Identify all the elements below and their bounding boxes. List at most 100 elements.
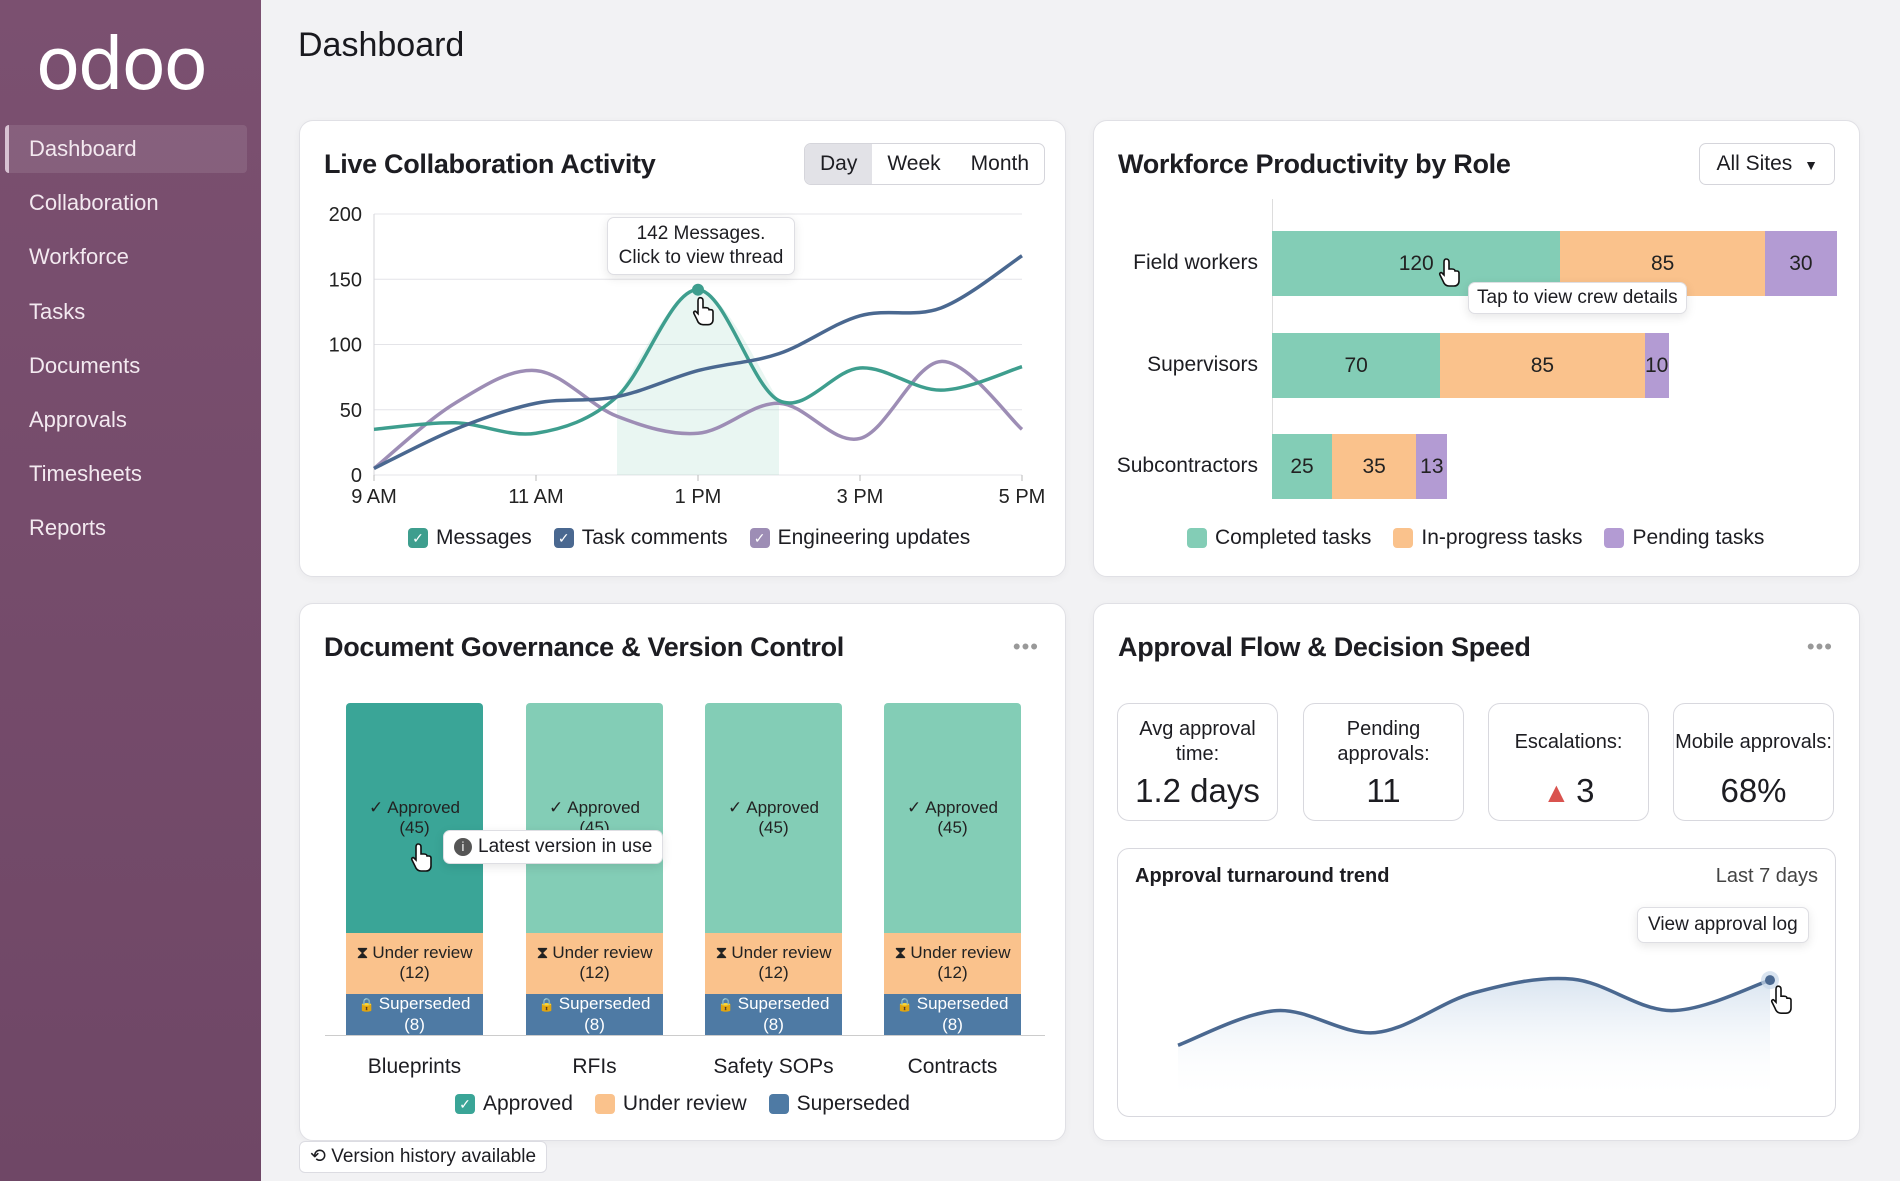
sidebar-item-approvals[interactable]: Approvals xyxy=(29,407,127,432)
segment-value: (12) xyxy=(937,963,968,983)
category-label: Contracts xyxy=(907,1055,998,1078)
category-label: Subcontractors xyxy=(1116,454,1258,477)
segment-value: (45) xyxy=(758,817,789,837)
kpi-label: Mobile approvals: xyxy=(1675,730,1832,753)
series-line-engineering-updates[interactable] xyxy=(372,359,1024,470)
more-options-button[interactable]: ••• xyxy=(1012,634,1039,659)
segment-count: 45 xyxy=(943,817,962,837)
bar-segment-approved[interactable]: ✓ Approved (45) xyxy=(526,703,663,933)
range-month[interactable]: Month xyxy=(970,152,1030,175)
segment-name: Superseded xyxy=(737,994,830,1014)
legend-item[interactable]: ✓ Task comments xyxy=(553,526,728,550)
checkbox-icon: ✓ xyxy=(408,528,428,548)
bar-segment[interactable]: 25 xyxy=(1272,434,1333,499)
approval-trend-panel: Approval turnaround trend Last 7 days Vi… xyxy=(1117,848,1836,1117)
range-week[interactable]: Week xyxy=(887,152,941,175)
data-point-highlight[interactable] xyxy=(692,283,704,296)
series-line-task-comments[interactable] xyxy=(373,254,1023,471)
hourglass-icon: ⧗ xyxy=(715,943,728,963)
bar-segment-superseded[interactable]: 🔒 Superseded (8) xyxy=(346,994,483,1035)
y-tick-label: 100 xyxy=(329,335,362,357)
legend-item[interactable]: ✓ Engineering updates xyxy=(749,526,970,550)
page-title: Dashboard xyxy=(298,26,465,64)
chart-legend: ✓ Messages ✓ Task comments ✓ Engineering upda… xyxy=(408,526,970,550)
trend-point-highlight[interactable] xyxy=(1765,975,1775,986)
legend-item[interactable]: ✓ Messages xyxy=(408,526,532,550)
legend-swatch xyxy=(768,1094,789,1114)
kpi-value: 1.2 days xyxy=(1135,772,1260,809)
x-tick-label: 5 PM xyxy=(999,486,1046,508)
segment-label: 🔒 Superseded (8) xyxy=(539,994,651,1035)
workforce-card: Workforce Productivity by Role All Sites… xyxy=(1093,120,1860,577)
sidebar-item-tasks[interactable]: Tasks xyxy=(29,298,86,324)
bar-segment[interactable]: 70 xyxy=(1272,333,1441,398)
bar-value-label: 30 xyxy=(1789,251,1813,275)
sidebar-item-collaboration[interactable]: Collaboration xyxy=(29,190,159,216)
bar-segment[interactable]: 85 xyxy=(1440,333,1645,398)
bar-segment-under-review[interactable]: ⧗ Under review (12) xyxy=(705,932,842,995)
legend-swatch: ✓ xyxy=(455,1094,475,1114)
bar-segment-superseded[interactable]: 🔒 Superseded (8) xyxy=(884,994,1021,1035)
legend-item[interactable]: In-progress tasks xyxy=(1393,526,1582,550)
caret-down-icon: ▼ xyxy=(1804,157,1818,173)
sidebar-item-documents[interactable]: Documents xyxy=(29,352,141,378)
bar-segment-under-review[interactable]: ⧗ Under review (12) xyxy=(884,932,1021,995)
legend-swatch xyxy=(1604,528,1625,548)
legend-item[interactable]: Completed tasks xyxy=(1187,526,1371,550)
segment-name: Approved xyxy=(925,797,999,817)
bar-segment-under-review[interactable]: ⧗ Under review (12) xyxy=(526,932,663,995)
segment-value: (8) xyxy=(404,1015,425,1035)
odoo-logo[interactable]: odoo xyxy=(36,22,208,106)
legend-item[interactable]: Pending tasks xyxy=(1604,526,1764,550)
legend-item[interactable]: Under review xyxy=(594,1092,747,1116)
legend-label: Pending tasks xyxy=(1632,526,1765,549)
bar-segment-superseded[interactable]: 🔒 Superseded (8) xyxy=(705,994,842,1035)
bar-segment[interactable]: 13 xyxy=(1416,434,1448,499)
bar-value-label: 70 xyxy=(1344,353,1368,377)
bar-segment[interactable]: 35 xyxy=(1332,434,1417,499)
bar-value-label: 13 xyxy=(1420,454,1444,478)
segment-count: 45 xyxy=(764,817,783,837)
kpi-label: Escalations: xyxy=(1514,730,1623,753)
version-history-badge[interactable]: ⟲ Version history available xyxy=(299,1141,548,1173)
range-day[interactable]: Day xyxy=(805,144,873,184)
segment-count: 8 xyxy=(589,1015,600,1035)
legend-label: Superseded xyxy=(796,1092,910,1115)
sidebar-item-timesheets[interactable]: Timesheets xyxy=(29,461,142,487)
sidebar-item-reports[interactable]: Reports xyxy=(29,515,107,541)
legend-item[interactable]: ✓ Approved xyxy=(455,1092,573,1116)
site-filter-dropdown[interactable]: All Sites ▼ xyxy=(1699,143,1835,185)
segment-label: 🔒 Superseded (8) xyxy=(897,994,1009,1035)
segment-name: Under review xyxy=(910,943,1011,963)
view-approval-log-button[interactable]: View approval log xyxy=(1637,907,1809,943)
segment-count: 12 xyxy=(764,963,783,983)
segment-value: (45) xyxy=(937,817,968,837)
segment-name: Under review xyxy=(372,943,473,963)
bar-segment[interactable]: 30 xyxy=(1764,231,1837,296)
more-options-button[interactable]: ••• xyxy=(1806,634,1833,659)
sidebar-item-workforce[interactable]: Workforce xyxy=(29,244,129,270)
legend-label: Messages xyxy=(436,526,532,549)
pointer-cursor-icon xyxy=(1770,985,1792,1014)
segment-value: (12) xyxy=(579,963,610,983)
kpi-value: 3 xyxy=(1576,772,1595,809)
segment-name: Approved xyxy=(567,797,641,817)
x-tick-label: 9 AM xyxy=(351,486,397,508)
checkbox-icon: ✓ xyxy=(553,528,574,548)
bar-segment-superseded[interactable]: 🔒 Superseded (8) xyxy=(526,994,663,1035)
tooltip-line1: 142 Messages. xyxy=(636,223,766,244)
bar-value-label: 35 xyxy=(1362,454,1386,478)
bar-segment-approved[interactable]: ✓ Approved (45) xyxy=(705,703,842,933)
trend-line[interactable] xyxy=(1177,976,1771,1047)
sidebar-item-dashboard[interactable]: Dashboard xyxy=(5,125,247,173)
bar-segment-approved[interactable]: ✓ Approved (45) xyxy=(884,703,1021,933)
segment-label: ✓ Approved (45) xyxy=(907,798,998,838)
bar-segment-under-review[interactable]: ⧗ Under review (12) xyxy=(346,932,483,995)
bar-value-label: 85 xyxy=(1650,251,1675,275)
chart-tooltip[interactable]: 142 Messages. Click to view thread xyxy=(607,217,795,275)
segment-label: ✓ Approved (45) xyxy=(369,798,460,838)
bar-segment-approved[interactable]: ✓ Approved (45) xyxy=(346,703,483,933)
segment-name: Superseded xyxy=(378,994,471,1014)
legend-item[interactable]: Superseded xyxy=(768,1092,910,1116)
bar-segment[interactable]: 10 xyxy=(1644,333,1669,398)
